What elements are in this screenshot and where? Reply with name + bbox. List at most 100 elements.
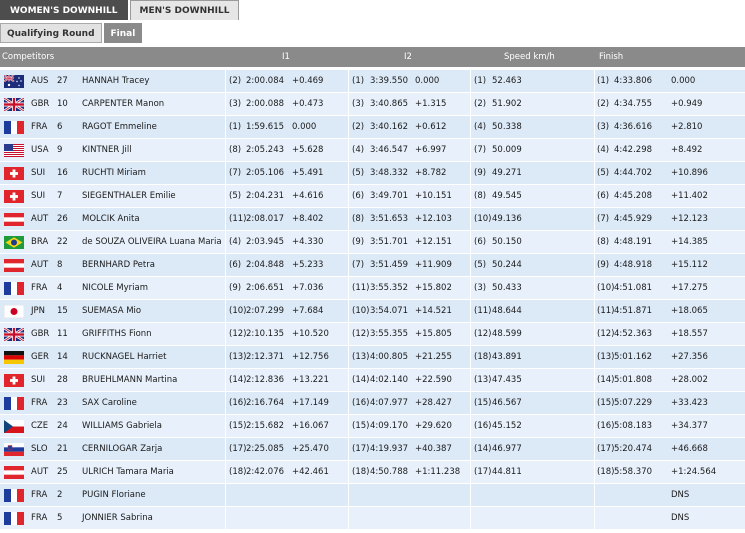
cell-i2-rank: (3): [352, 99, 365, 109]
cell-i1-rank: (10): [229, 306, 247, 316]
tab-mens-downhill[interactable]: MEN'S DOWNHILL: [129, 0, 240, 20]
cell-i2-time: 3:51.459: [370, 260, 409, 270]
cell-f-time: 5:01.808: [614, 375, 653, 385]
column-divider: [225, 369, 226, 391]
table-row: SUI 7 SIEGENTHALER Emilie (5) 2:04.231 +4.616…: [0, 185, 745, 208]
cell-i2-diff: 0.000: [415, 76, 440, 86]
cell-sp-rank: (17): [474, 467, 492, 477]
cell-f-diff: +14.385: [671, 237, 708, 247]
cell-f-diff: +0.949: [671, 99, 703, 109]
cell-bib: 7: [57, 191, 63, 201]
cell-i1-rank: (14): [229, 375, 247, 385]
cell-i2-rank: (13): [352, 352, 370, 362]
column-divider: [594, 415, 595, 437]
cell-sp-rank: (6): [474, 237, 487, 247]
column-divider: [470, 369, 471, 391]
cell-i1-rank: (4): [229, 237, 242, 247]
cell-bib: 22: [57, 237, 68, 247]
cell-f-rank: (15): [597, 398, 615, 408]
cell-speed: 49.271: [492, 168, 522, 178]
cell-f-diff: +15.112: [671, 260, 708, 270]
column-divider: [348, 392, 349, 414]
cell-name: GRIFFITHS Fionn: [82, 329, 152, 339]
column-divider: [470, 415, 471, 437]
cell-f-rank: (17): [597, 444, 615, 454]
cell-name: ULRICH Tamara Maria: [82, 467, 174, 477]
aus-flag-icon: [4, 75, 24, 88]
cell-name: RUCHTI Miriam: [82, 168, 146, 178]
cell-f-time: 4:34.755: [614, 99, 653, 109]
column-divider: [470, 323, 471, 345]
cell-f-rank: (8): [597, 237, 610, 247]
column-divider: [348, 139, 349, 161]
cell-speed: 48.644: [492, 306, 522, 316]
cell-bib: 6: [57, 122, 63, 132]
column-divider: [594, 162, 595, 184]
cell-bib: 15: [57, 306, 68, 316]
column-divider: [225, 208, 226, 230]
column-divider: [348, 507, 349, 529]
cell-i1-diff: +10.520: [292, 329, 329, 339]
table-row: AUT 25 ULRICH Tamara Maria (18) 2:42.076 +42.…: [0, 461, 745, 484]
cell-speed: 43.891: [492, 352, 522, 362]
cell-i2-time: 3:51.653: [370, 214, 409, 224]
column-divider: [348, 93, 349, 115]
cell-f-diff: +18.065: [671, 306, 708, 316]
cell-nat: FRA: [31, 513, 48, 523]
column-divider: [348, 438, 349, 460]
cell-f-time: 4:33.806: [614, 76, 653, 86]
cell-f-time: 4:45.208: [614, 191, 653, 201]
results-header: Competitors I1 I2 Speed km/h Finish: [0, 47, 745, 67]
column-divider: [594, 277, 595, 299]
usa-flag-icon: [4, 144, 24, 157]
table-row: AUS 27 HANNAH Tracey (2) 2:00.084 +0.469 (1) 3:…: [0, 70, 745, 93]
cell-f-time: 4:42.298: [614, 145, 653, 155]
cell-i1-rank: (11): [229, 214, 247, 224]
cell-i2-rank: (4): [352, 145, 365, 155]
cell-i1-time: 2:06.651: [246, 283, 285, 293]
table-row: GBR 11 GRIFFITHS Fionn (12) 2:10.135 +10.520(…: [0, 323, 745, 346]
cell-i2-rank: (5): [352, 168, 365, 178]
cell-f-time: 4:52.363: [614, 329, 653, 339]
cell-i1-time: 2:25.085: [246, 444, 285, 454]
column-divider: [225, 162, 226, 184]
column-divider: [348, 484, 349, 506]
column-divider: [470, 392, 471, 414]
tab-qualifying-round[interactable]: Qualifying Round: [0, 23, 102, 43]
cell-bib: 9: [57, 145, 63, 155]
cell-f-rank: (12): [597, 329, 615, 339]
tab-womens-downhill[interactable]: WOMEN'S DOWNHILL: [0, 0, 128, 20]
cell-sp-rank: (14): [474, 444, 492, 454]
cell-f-rank: (6): [597, 191, 610, 201]
cell-i1-time: 1:59.615: [246, 122, 285, 132]
column-divider: [225, 392, 226, 414]
table-row: FRA 6 RAGOT Emmeline (1) 1:59.615 0.000 (2) 3:4…: [0, 116, 745, 139]
cell-nat: BRA: [31, 237, 49, 247]
cell-bib: 4: [57, 283, 63, 293]
table-row: BRA 22 de SOUZA OLIVEIRA Luana Maria (4) 2:0…: [0, 231, 745, 254]
cell-i1-time: 2:05.243: [246, 145, 285, 155]
cell-f-rank: (16): [597, 421, 615, 431]
column-divider: [225, 93, 226, 115]
column-divider: [225, 461, 226, 483]
cell-i1-time: 2:12.836: [246, 375, 285, 385]
cell-i1-rank: (12): [229, 329, 247, 339]
column-divider: [225, 116, 226, 138]
cell-i2-time: 3:49.701: [370, 191, 409, 201]
column-divider: [470, 70, 471, 92]
cell-speed: 49.545: [492, 191, 522, 201]
cell-i2-rank: (2): [352, 122, 365, 132]
cell-sp-rank: (7): [474, 145, 487, 155]
cell-nat: AUT: [31, 260, 49, 270]
column-divider: [225, 323, 226, 345]
tab-final[interactable]: Final: [103, 23, 143, 43]
cell-i2-rank: (7): [352, 260, 365, 270]
cell-i1-diff: 0.000: [292, 122, 317, 132]
cell-i2-rank: (11): [352, 283, 370, 293]
cell-bib: 5: [57, 513, 63, 523]
cell-f-time: 4:51.081: [614, 283, 653, 293]
cell-f-rank: (7): [597, 214, 610, 224]
cell-f-time: 5:58.370: [614, 467, 653, 477]
cell-i2-diff: +1:11.238: [415, 467, 461, 477]
table-row: CZE 24 WILLIAMS Gabriela (15) 2:15.682 +16.06…: [0, 415, 745, 438]
